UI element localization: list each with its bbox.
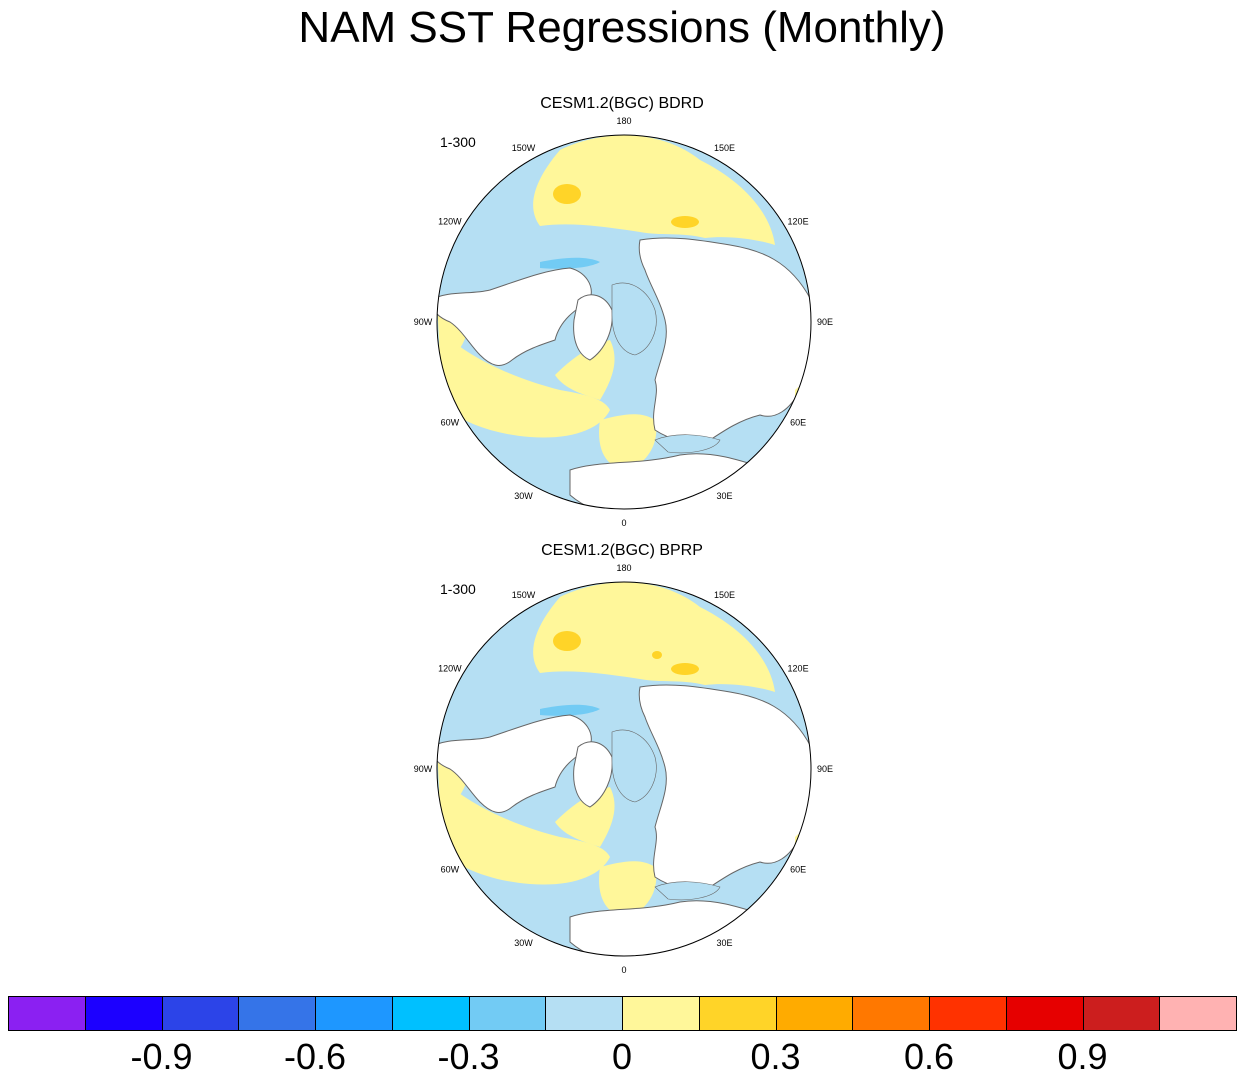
map-panel-2: CESM1.2(BGC) BPRP 1-300 180 150E 120E 90E 60… — [0, 447, 1244, 987]
colorbar-box — [698, 996, 777, 1031]
colorbar-box — [1159, 996, 1237, 1031]
colorbar-box — [545, 996, 623, 1031]
longitude-label: 60E — [790, 865, 806, 875]
pacific-positive-max — [553, 184, 581, 204]
kuroshio-positive-max — [671, 216, 699, 228]
longitude-label: 30W — [514, 491, 533, 501]
colorbar-box — [238, 996, 316, 1031]
pacific-positive-region — [533, 582, 775, 692]
europe-coast-positive — [599, 414, 657, 470]
colorbar-tick-label: 0 — [611, 1036, 633, 1077]
colorbar-tick-label: -0.9 — [130, 1036, 193, 1077]
colorbar-box — [315, 996, 393, 1031]
panel-title: CESM1.2(BGC) BDRD — [540, 95, 704, 112]
north-america-land — [437, 714, 592, 813]
nordic-positive-region — [555, 340, 615, 400]
atlantic-positive-region — [437, 330, 610, 438]
longitude-label: 30W — [514, 938, 533, 948]
nordic-positive-region — [555, 787, 615, 847]
greenland-land — [573, 741, 613, 808]
colorbar-box — [8, 996, 86, 1031]
atlantic-positive-region — [437, 777, 610, 885]
alaska-negative — [540, 257, 600, 269]
colorbar-box — [468, 996, 547, 1031]
colorbar — [8, 996, 1237, 1031]
colorbar-box — [84, 996, 163, 1031]
mediterranean-sea — [654, 881, 721, 901]
figure-title: NAM SST Regressions (Monthly) — [298, 3, 946, 52]
panel-period-label: 1-300 — [440, 134, 476, 150]
arabian-sea-positive — [795, 384, 811, 405]
sst-field — [437, 582, 811, 956]
longitude-label: 90E — [817, 764, 833, 774]
colorbar-tick-label: 0.6 — [903, 1036, 955, 1077]
pacific-positive-spot — [652, 651, 662, 659]
europe-coast-positive — [599, 861, 657, 917]
longitude-label: 180 — [616, 116, 631, 126]
colorbar-box — [161, 996, 240, 1031]
colorbar-tick-label: 0.9 — [1057, 1036, 1108, 1077]
greenland-land — [573, 294, 613, 361]
longitude-label: 0 — [621, 965, 626, 975]
longitude-label: 150W — [512, 143, 536, 153]
map-panel-1: CESM1.2(BGC) BDRD 1-300 180 150E 120E 90E 60… — [414, 95, 833, 528]
colorbar-tick-label: -0.6 — [283, 1036, 347, 1077]
colorbar-box — [1005, 996, 1084, 1031]
longitude-label: 150E — [714, 590, 735, 600]
colorbar-tick-label: -0.3 — [437, 1036, 500, 1077]
longitude-label: 120E — [788, 664, 809, 674]
arctic-ocean — [611, 282, 657, 356]
panel-title: CESM1.2(BGC) BPRP — [541, 542, 703, 559]
polar-map: 180 150E 120E 90E 60E 30E 0 30W 60W 90W 120W 150W — [414, 563, 833, 975]
colorbar-box — [622, 996, 700, 1031]
pacific-positive-max — [553, 631, 581, 651]
longitude-label: 60E — [790, 418, 806, 428]
pacific-positive-region — [533, 135, 775, 245]
alaska-negative — [540, 704, 600, 716]
longitude-label: 90W — [414, 764, 433, 774]
longitude-label: 120W — [438, 217, 462, 227]
mediterranean-sea — [654, 434, 721, 454]
colorbar-box — [775, 996, 854, 1031]
arctic-ocean — [611, 729, 657, 803]
longitude-label: 120W — [438, 664, 462, 674]
arabian-sea-positive — [795, 831, 811, 852]
polar-map: 180 150E 120E 90E 60E 30E 0 30W 60W 90W 120W 150W — [414, 116, 833, 528]
longitude-label: 150W — [512, 590, 536, 600]
longitude-label: 30E — [716, 938, 732, 948]
colorbar-tick-label: 0.3 — [750, 1036, 801, 1077]
eurasia-land — [638, 237, 811, 443]
longitude-label: 0 — [621, 518, 626, 528]
colorbar-box — [1082, 996, 1161, 1031]
longitude-label: 150E — [714, 143, 735, 153]
north-america-land — [437, 267, 592, 366]
longitude-label: 180 — [616, 563, 631, 573]
map-boundary — [436, 134, 812, 510]
longitude-label: 60W — [441, 418, 460, 428]
longitude-label: 90W — [414, 317, 433, 327]
panel-period-label: 1-300 — [440, 581, 476, 597]
eurasia-land — [638, 684, 811, 890]
longitude-label: 60W — [441, 865, 460, 875]
colorbar-box — [929, 996, 1007, 1031]
colorbar-box — [852, 996, 930, 1031]
kuroshio-positive-max — [671, 663, 699, 675]
longitude-label: 90E — [817, 317, 833, 327]
colorbar-box — [391, 996, 470, 1031]
longitude-label: 30E — [716, 491, 732, 501]
longitude-label: 120E — [788, 217, 809, 227]
map-boundary — [436, 581, 812, 957]
